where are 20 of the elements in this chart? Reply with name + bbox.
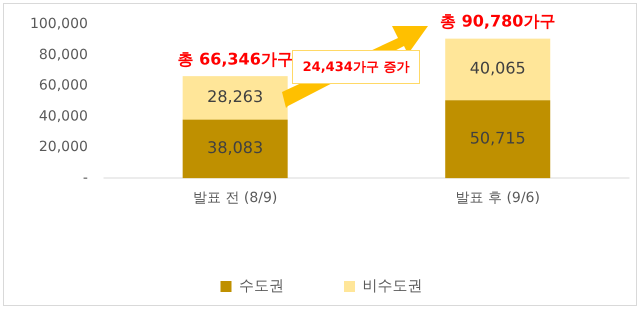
legend-label: 비수도권	[362, 276, 422, 294]
x-tick-label: 발표 전 (8/9)	[192, 190, 278, 206]
y-tick-label: 40,000	[38, 108, 88, 124]
bar	[182, 120, 288, 178]
bar	[445, 38, 550, 100]
data-label: 38,083	[207, 138, 264, 158]
data-label: 40,065	[470, 58, 526, 78]
legend-label: 수도권	[239, 276, 284, 294]
y-tick-label: 80,000	[38, 46, 88, 63]
data-label: 28,263	[207, 87, 264, 106]
x-tick-label: 발표 후 (9/6)	[456, 190, 540, 206]
data-label: 50,715	[470, 128, 526, 148]
bar	[445, 100, 550, 178]
total-label: 총 66,346가구	[178, 49, 293, 68]
y-tick-label: 20,000	[38, 139, 88, 156]
annotation: 24,434가구 증가	[292, 50, 420, 84]
y-tick-label: -	[82, 170, 88, 186]
y-tick-label: 60,000	[38, 78, 88, 94]
y-tick-label: 100,000	[30, 16, 88, 32]
total-label: 총 90,780가구	[440, 12, 556, 31]
